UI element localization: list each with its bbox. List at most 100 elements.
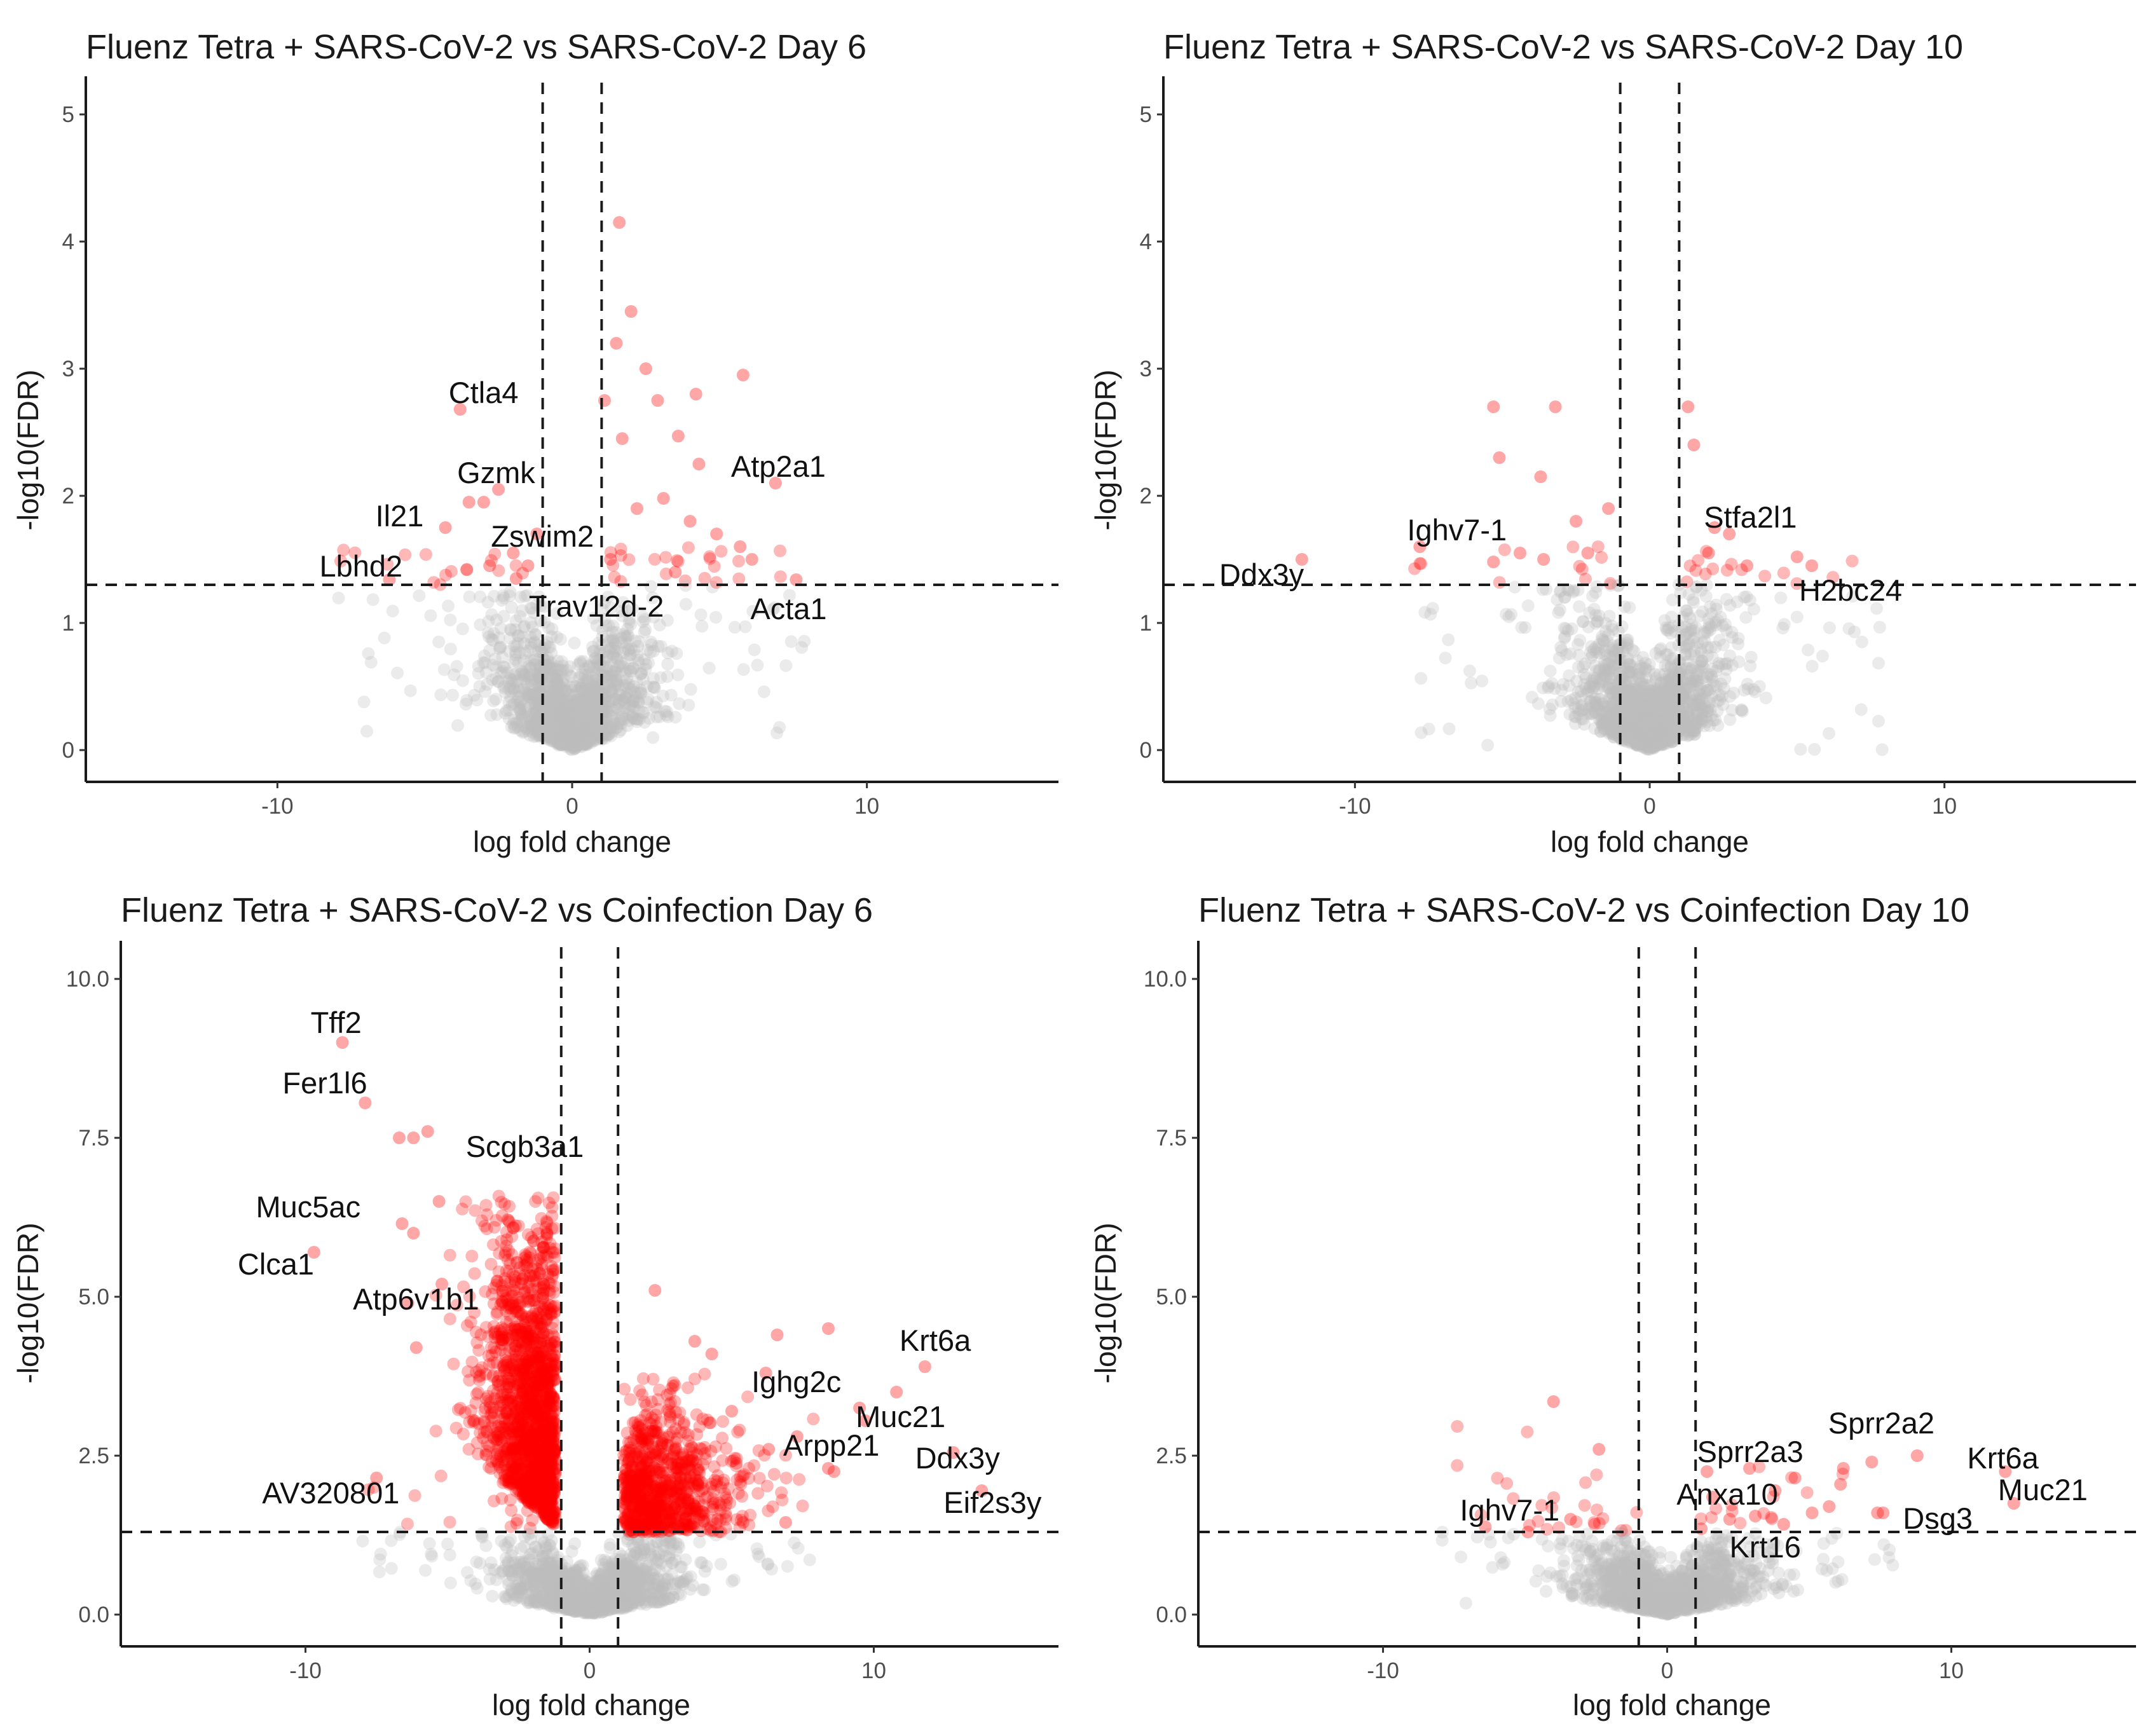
gene-point [558,713,571,726]
gene-point [563,660,577,673]
gene-point [567,719,580,732]
gene-point [523,662,537,675]
gene-point [1805,660,1819,673]
gene-point [530,598,544,612]
gene-point [562,716,575,729]
gene-point [582,688,596,701]
significant-gene-point [1487,400,1500,413]
significant-gene-point [1790,550,1804,563]
gene-point [574,655,587,668]
gene-point [1741,682,1755,695]
gene-point [1463,664,1476,678]
gene-point [437,663,451,676]
gene-point [583,660,596,674]
gene-point [606,682,619,695]
gene-point [540,1557,553,1570]
gene-point [527,717,540,730]
gene-point [563,718,577,731]
gene-point [1747,603,1760,616]
gene-point [542,724,556,737]
gene-point [582,667,596,681]
gene-point [610,674,623,687]
gene-point [451,719,464,732]
significant-gene-point [669,566,682,578]
gene-point [550,691,563,704]
gene-point [1776,622,1790,634]
significant-gene-point [1845,554,1859,568]
y-axis-label: -log10(FDR) [11,369,45,530]
gene-point [1632,739,1645,753]
significant-gene-point [659,550,673,564]
gene-point [554,735,568,749]
gene-point [482,615,495,628]
gene-point [554,709,567,722]
gene-point [474,1557,486,1570]
gene-point [521,589,534,602]
gene-point [596,718,610,732]
gene-point [524,720,538,732]
gene-point [531,728,544,742]
gene-point [620,687,634,700]
gene-point [419,1564,432,1577]
significant-gene-point [1725,557,1738,571]
gene-point [530,705,544,718]
gene-point [630,690,643,704]
gene-point [694,608,708,622]
gene-point [627,662,640,675]
gene-point [546,693,559,706]
gene-point [638,613,652,626]
gene-point [1573,600,1586,613]
gene-point [585,721,599,734]
gene-point [602,619,615,632]
gene-point [546,686,559,699]
significant-gene-point [651,394,664,407]
gene-point [606,625,619,638]
gene-point [576,702,589,715]
gene-point [562,734,575,748]
gene-point [591,1600,605,1613]
gene-point [486,634,500,647]
gene-point [629,695,643,709]
gene-point [1442,633,1455,646]
y-tick-label: 5 [62,102,74,127]
gene-point [1588,722,1601,735]
gene-point [544,699,558,712]
gene-point [566,729,579,742]
gene-point [594,730,606,744]
gene-point [503,680,517,693]
significant-gene-point [631,502,643,515]
gene-point [529,628,542,641]
gene-point [509,721,522,734]
gene-point [660,708,673,721]
gene-point [589,681,602,694]
gene-point [1576,660,1589,674]
gene-point [558,738,571,751]
gene-point [490,613,503,627]
gene-point [521,645,535,657]
gene-point [575,711,588,724]
gene-point [530,725,544,738]
gene-point [1681,608,1694,620]
gene-point [554,707,568,721]
gene-point [442,599,455,613]
gene-point [570,735,584,749]
gene-point [591,727,604,739]
gene-point [544,719,557,732]
gene-point [798,634,811,648]
gene-point [576,700,589,713]
gene-point [626,711,639,723]
gene-point [657,1540,671,1553]
gene-point [550,734,563,748]
gene-point [1521,599,1535,612]
gene-point [543,693,556,706]
gene-point [584,725,598,738]
gene-point [558,678,571,692]
significant-gene-point [509,559,523,572]
gene-point [714,1557,727,1571]
gene-point [528,673,542,686]
gene-point [1664,678,1676,691]
gene-point [563,706,577,720]
y-tick-label: 5 [1140,102,1152,127]
gene-point [605,1561,618,1574]
